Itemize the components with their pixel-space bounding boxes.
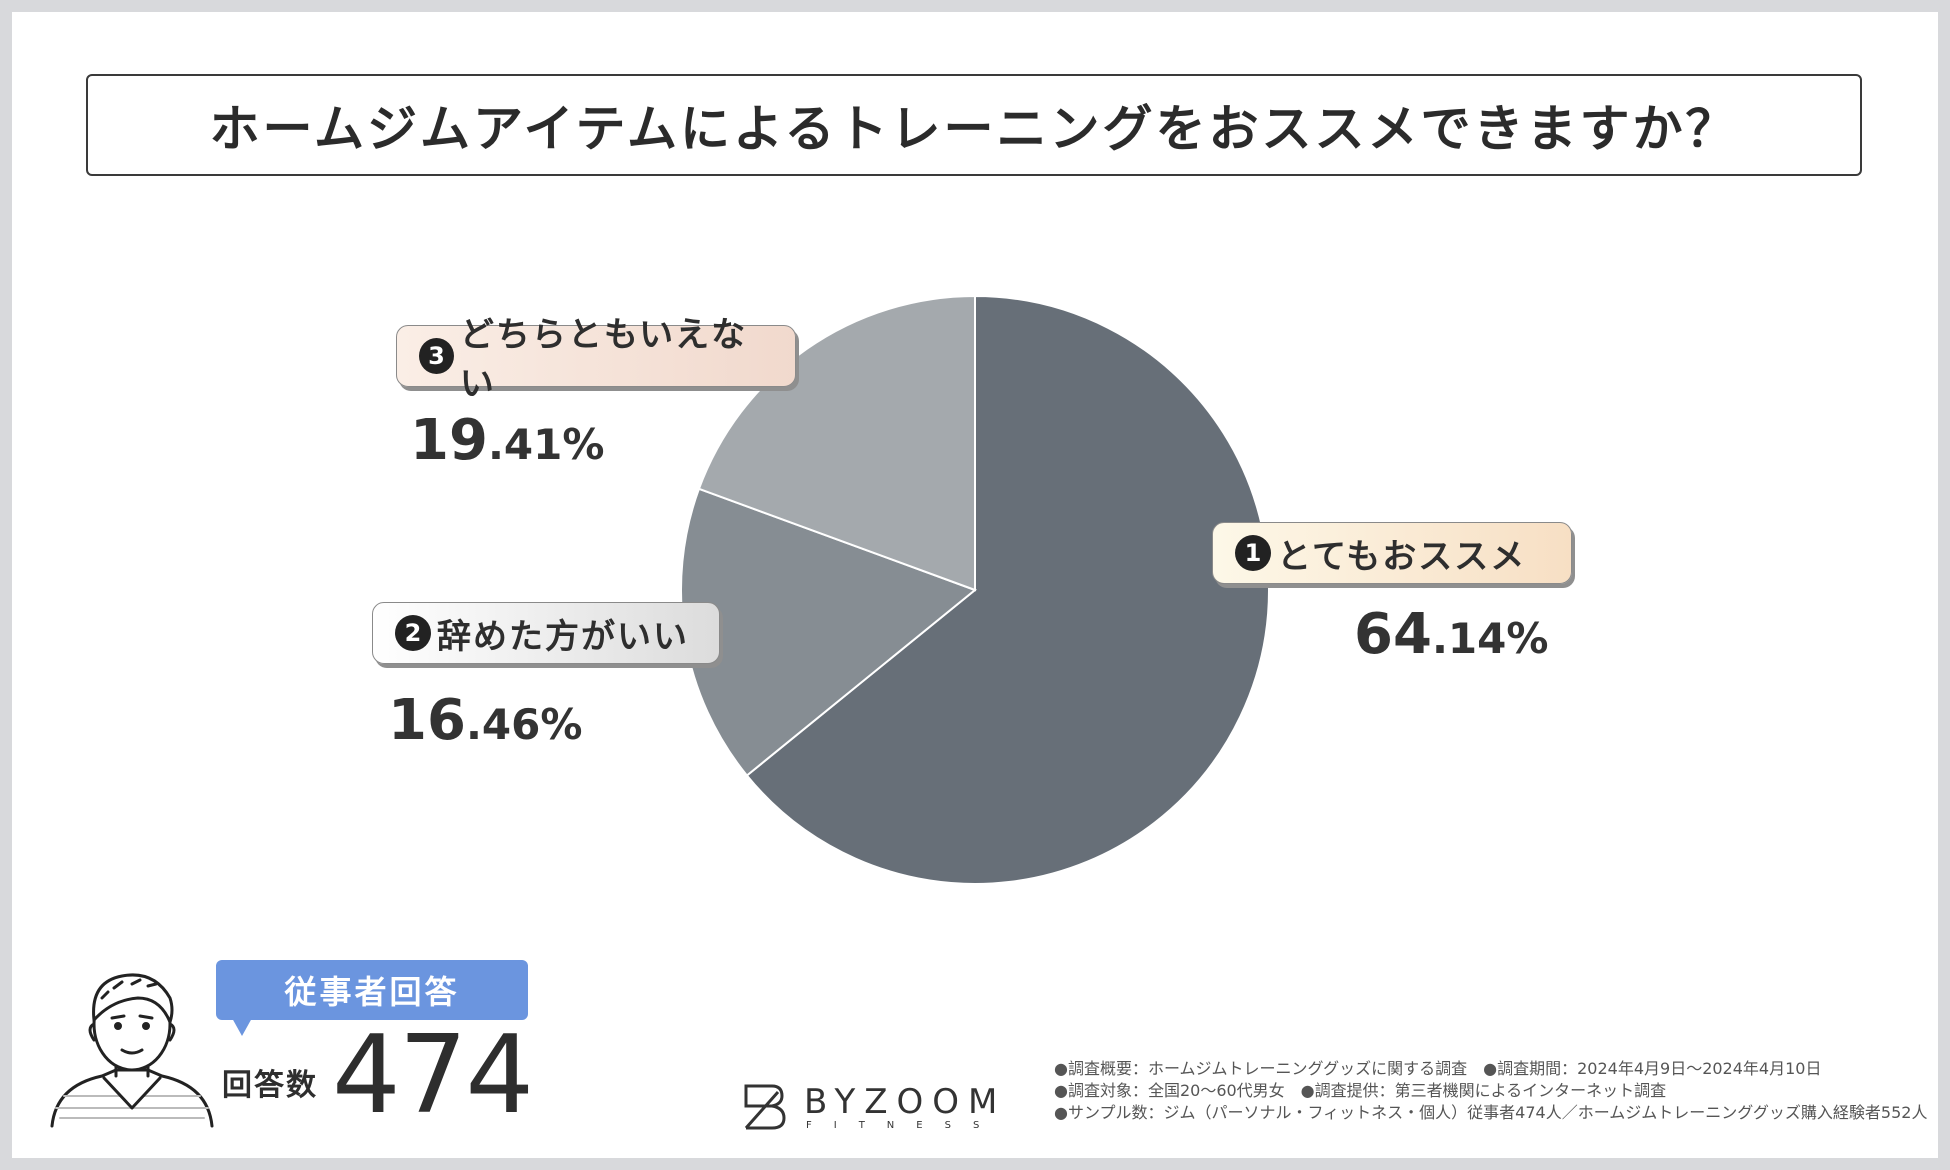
survey-note-2: ●調査対象：全国20～60代男女 ●調査提供：第三者機関によるインターネット調査 (1054, 1081, 1667, 1100)
logo-wordmark: BYZOOM (804, 1082, 1007, 1122)
slice-3-percent: 19.41% (410, 408, 604, 473)
slice-1-percent-int: 64 (1354, 602, 1432, 667)
respondent-type-badge: 従事者回答 (216, 960, 528, 1020)
respondent-count: 474 (332, 1013, 534, 1138)
slice-3-label: どちらともいえない (459, 315, 748, 404)
slice-2-percent-int: 16 (388, 688, 466, 753)
logo-mark-icon (744, 1084, 786, 1130)
brand-logo: BYZOOM FITNESS (742, 1082, 1012, 1131)
slice-3-callout: 3 どちらともいえない (396, 315, 796, 404)
slice-1-percent-dec: .14% (1431, 614, 1549, 663)
survey-note-1: ●調査概要：ホームジムトレーニンググッズに関する調査 ●調査期間：2024年4月… (1054, 1059, 1822, 1078)
slice-2-number: 2 (395, 615, 431, 651)
logo-subtitle: FITNESS (806, 1120, 1002, 1131)
slice-3-percent-int: 19 (410, 408, 488, 473)
chart-title: ホームジムアイテムによるトレーニングをおススメできますか？ (209, 100, 1739, 158)
slice-3-percent-dec: .41% (487, 420, 605, 469)
slice-1-number: 1 (1235, 535, 1271, 571)
survey-note-3: ●サンプル数：ジム（パーソナル・フィットネス・個人）従事者474人／ホームジムト… (1054, 1103, 1928, 1122)
pie-slice-1 (745, 294, 1270, 885)
title-box: ホームジムアイテムによるトレーニングをおススメできますか？ (86, 74, 1862, 176)
survey-notes: ●調査概要：ホームジムトレーニンググッズに関する調査 ●調査期間：2024年4月… (1054, 1058, 1927, 1124)
respondent-avatar-icon (50, 973, 214, 1128)
slice-2-percent: 16.46% (388, 688, 582, 753)
respondent-count-label: 回答数 (222, 1068, 318, 1103)
slice-2-percent-dec: .46% (465, 700, 583, 749)
slice-2-label: 辞めた方がいい (437, 616, 689, 657)
pie-slice-3 (697, 294, 976, 592)
slice-2-callout: 2 辞めた方がいい (372, 602, 720, 664)
slice-3-number: 3 (419, 338, 454, 374)
slice-1-percent: 64.14% (1354, 602, 1548, 667)
slice-1-callout: 1 とてもおススメ (1212, 522, 1572, 584)
badge-tail (232, 1018, 252, 1036)
slice-1-label: とてもおススメ (1277, 536, 1527, 577)
